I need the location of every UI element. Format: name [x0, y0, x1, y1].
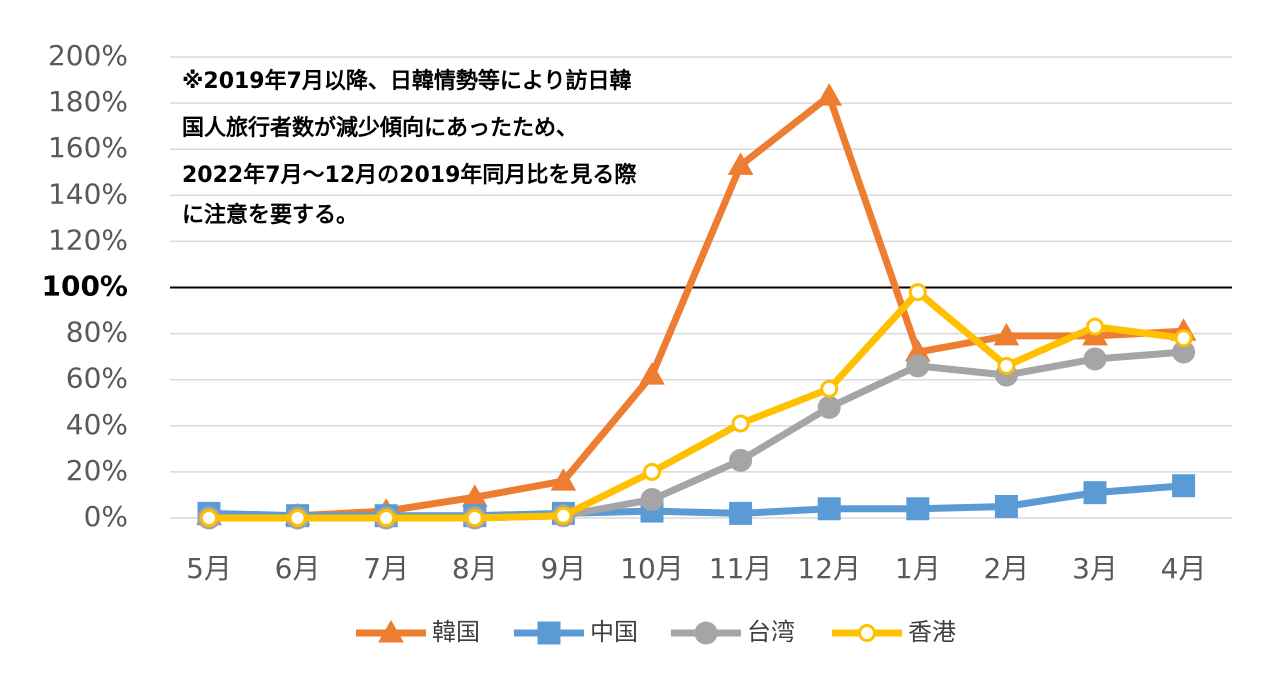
y-tick-label: 80%	[66, 316, 128, 349]
y-tick-label: 200%	[48, 39, 128, 72]
data-point	[729, 501, 753, 525]
data-point	[550, 468, 577, 491]
data-point	[906, 354, 930, 378]
x-tick-label: 2月	[983, 552, 1029, 585]
data-point	[200, 509, 218, 527]
legend-label: 香港	[908, 618, 956, 646]
legend-item: 韓国	[356, 618, 480, 646]
data-point	[817, 497, 841, 521]
legend-marker	[378, 619, 404, 643]
y-tick-label: 160%	[48, 131, 128, 164]
annotation-note: ※2019年7月以降、日韓情勢等により訪日韓国人旅行者数が減少傾向にあったため、…	[182, 68, 637, 228]
x-tick-label: 5月	[186, 552, 232, 585]
x-tick-label: 7月	[363, 552, 409, 585]
x-tick-label: 12月	[797, 552, 861, 585]
data-point	[377, 509, 396, 527]
gridlines	[170, 56, 1232, 519]
x-tick-label: 6月	[275, 552, 321, 585]
series-line	[205, 92, 1188, 520]
y-tick-label: 20%	[66, 454, 128, 487]
x-tick-label: 3月	[1072, 552, 1118, 585]
x-tick-label: 10月	[620, 552, 684, 585]
data-point	[997, 356, 1016, 375]
data-point	[465, 509, 484, 527]
legend-label: 韓国	[432, 618, 480, 646]
x-tick-label: 4月	[1161, 552, 1207, 585]
data-point	[1083, 347, 1107, 371]
legend-label: 中国	[590, 618, 638, 646]
data-point	[643, 462, 661, 481]
y-tick-label: 180%	[48, 85, 128, 118]
y-tick-label: 140%	[48, 177, 128, 210]
data-point	[727, 152, 754, 175]
data-point	[993, 322, 1020, 346]
data-point	[1172, 474, 1196, 498]
data-point	[908, 283, 927, 302]
legend-marker	[858, 624, 876, 642]
data-point	[816, 83, 843, 106]
data-point	[1086, 317, 1104, 336]
data-point	[906, 497, 930, 521]
y-tick-label: 120%	[48, 223, 128, 256]
y-tick-label: 100%	[41, 270, 128, 303]
data-point	[820, 379, 839, 398]
series-0	[196, 83, 1197, 526]
data-point	[994, 494, 1018, 518]
data-point	[729, 448, 753, 472]
legend-marker	[537, 621, 561, 645]
data-point	[1174, 329, 1193, 348]
y-axis-ticks: 0% 20% 40% 60% 80% 100% 120% 140% 160% 180% 200%	[41, 39, 128, 533]
y-tick-label: 60%	[66, 362, 128, 395]
legend-item: 台湾	[671, 618, 795, 646]
series-line	[205, 348, 1188, 522]
annotation-line: に注意を要する。	[182, 202, 358, 228]
x-axis-ticks: 5月 6月 7月 8月 9月 10月 11月 12月 1月 2月 3月 4月	[186, 552, 1206, 585]
annotation-line: 国人旅行者数が減少傾向にあったため、	[182, 115, 578, 141]
data-point	[554, 506, 573, 525]
series-line	[205, 288, 1188, 522]
y-tick-label: 0%	[84, 500, 128, 533]
legend-label: 台湾	[747, 618, 795, 646]
data-point	[731, 414, 750, 433]
series-3	[200, 283, 1193, 527]
annotation-line: 2022年7月～12月の2019年同月比を見る際	[182, 162, 637, 188]
x-tick-label: 9月	[540, 552, 586, 585]
data-point	[1083, 481, 1107, 505]
data-point	[639, 362, 665, 385]
x-tick-label: 8月	[452, 552, 498, 585]
legend-item: 中国	[514, 618, 638, 646]
y-tick-label: 40%	[66, 408, 128, 441]
data-point	[640, 488, 664, 512]
legend-marker	[694, 621, 718, 645]
x-tick-label: 11月	[709, 552, 773, 585]
legend-item: 香港	[832, 618, 956, 646]
series-group	[196, 83, 1197, 530]
x-tick-label: 1月	[895, 552, 941, 585]
legend: 韓国 中国 台湾 香港	[356, 618, 956, 646]
data-point	[288, 509, 307, 527]
data-point	[817, 395, 841, 419]
annotation-line: ※2019年7月以降、日韓情勢等により訪日韓	[182, 68, 632, 94]
